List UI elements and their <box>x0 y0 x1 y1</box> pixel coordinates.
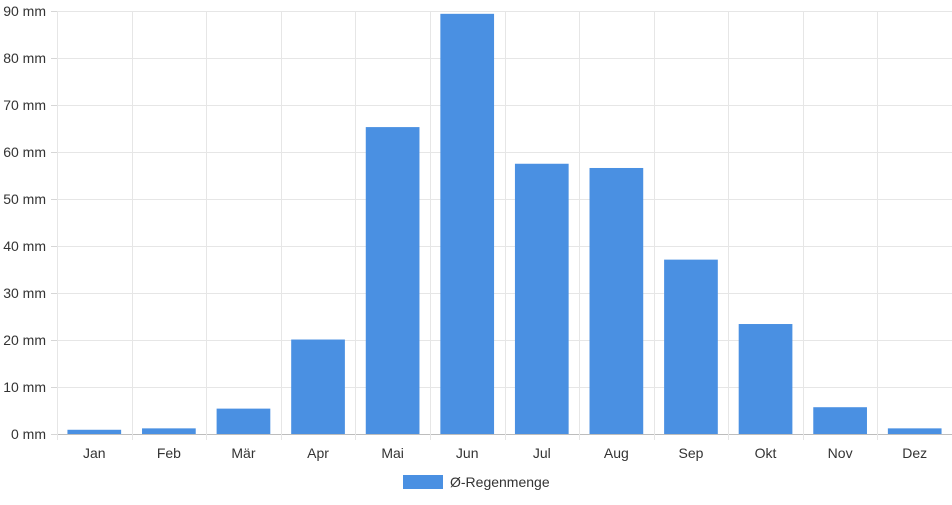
y-tick-label: 70 mm <box>3 97 46 113</box>
x-tick-label: Jun <box>456 445 479 461</box>
bar-apr[interactable] <box>291 339 345 434</box>
x-axis-ticks: Jan Feb Mär Apr Mai Jun Jul Aug Sep Okt Nov Dez <box>83 445 927 461</box>
y-tick-label: 40 mm <box>3 238 46 254</box>
x-tick-label: Feb <box>157 445 181 461</box>
y-tick-label: 90 mm <box>3 3 46 19</box>
y-axis-ticks: 0 mm 10 mm 20 mm 30 mm 40 mm 50 mm 60 mm 70 mm 8… <box>3 3 46 442</box>
x-tick-label: Sep <box>678 445 703 461</box>
legend[interactable]: Ø-Regenmenge <box>403 474 550 490</box>
bar-mai[interactable] <box>365 127 420 434</box>
x-tick-label: Mär <box>231 445 255 461</box>
bar-sep[interactable] <box>664 259 718 434</box>
x-tick-label: Jul <box>533 445 551 461</box>
bar-okt[interactable] <box>738 324 793 434</box>
bar-jul[interactable] <box>514 163 569 434</box>
y-tick-label: 20 mm <box>3 332 46 348</box>
x-tick-label: Dez <box>902 445 927 461</box>
bar-nov[interactable] <box>813 407 867 434</box>
y-tick-label: 60 mm <box>3 144 46 160</box>
x-tick-label: Nov <box>828 445 853 461</box>
y-tick-label: 10 mm <box>3 379 46 395</box>
y-tick-label: 50 mm <box>3 191 46 207</box>
x-tick-label: Jan <box>83 445 106 461</box>
grid-lines <box>51 11 952 440</box>
bars <box>67 13 942 435</box>
bar-feb[interactable] <box>142 428 196 434</box>
bar-dez[interactable] <box>887 428 942 434</box>
legend-label[interactable]: Ø-Regenmenge <box>450 474 550 490</box>
bar-jun[interactable] <box>440 13 495 434</box>
x-tick-label: Aug <box>604 445 629 461</box>
legend-swatch[interactable] <box>403 475 443 489</box>
x-tick-label: Mai <box>381 445 404 461</box>
y-tick-label: 0 mm <box>11 426 46 442</box>
bar-aug[interactable] <box>589 167 644 435</box>
y-tick-label: 30 mm <box>3 285 46 301</box>
x-tick-label: Okt <box>755 445 777 461</box>
bar-jan[interactable] <box>67 429 122 434</box>
y-tick-label: 80 mm <box>3 50 46 66</box>
x-tick-label: Apr <box>307 445 329 461</box>
bar-mär[interactable] <box>216 408 271 434</box>
